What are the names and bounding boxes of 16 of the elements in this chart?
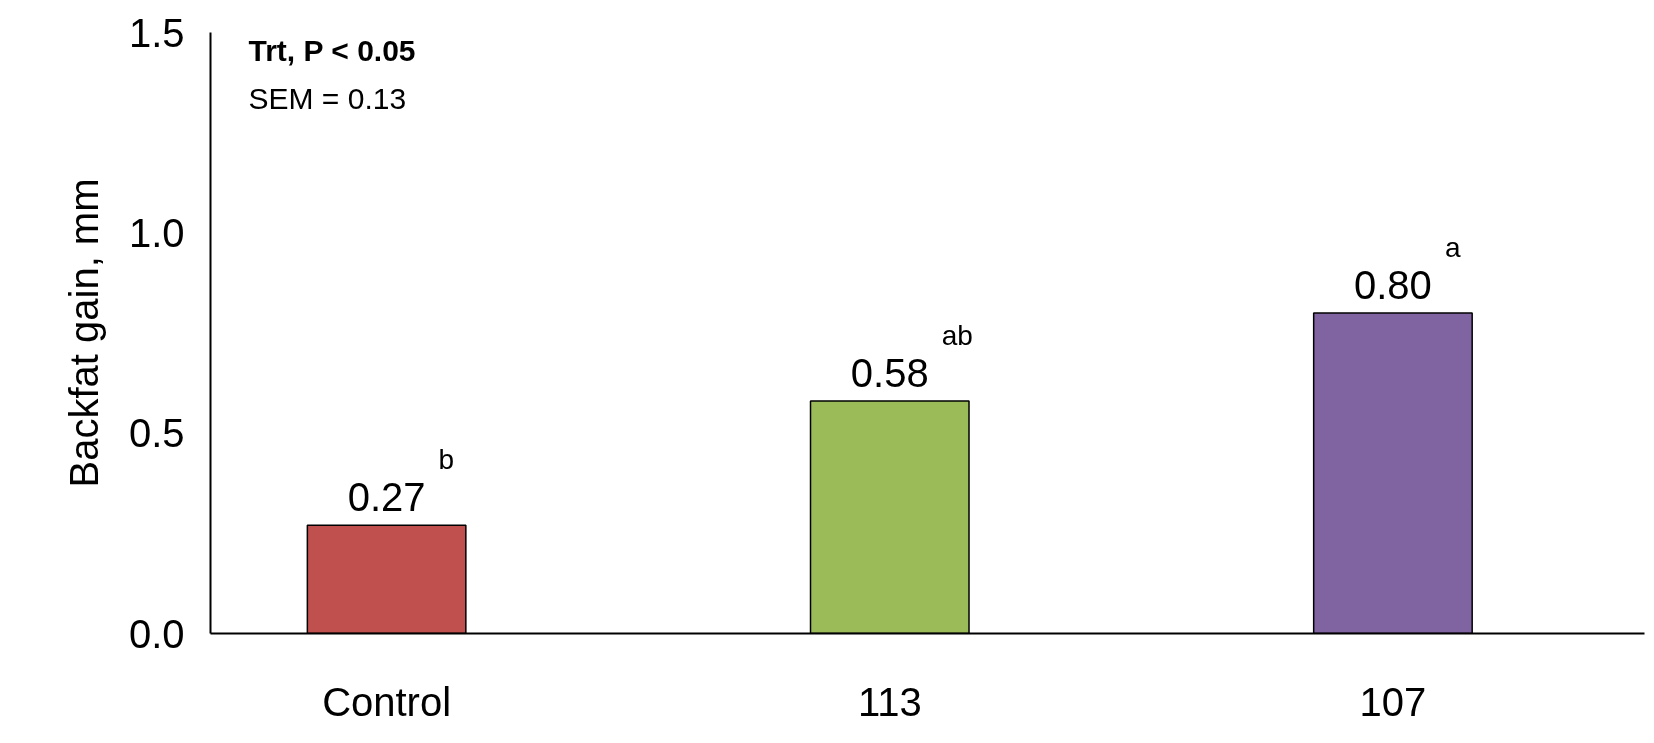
y-tick-label: 0.5 bbox=[128, 411, 185, 456]
x-tick-label: 113 bbox=[857, 679, 922, 724]
data-label: 0.80 bbox=[1354, 262, 1432, 307]
y-tick-label: 1.0 bbox=[128, 210, 185, 255]
data-label: 0.27 bbox=[347, 475, 426, 520]
y-tick-label: 0.0 bbox=[128, 611, 185, 656]
y-tick-label: 1.5 bbox=[128, 10, 185, 55]
y-axis-title: Backfat gain, mm bbox=[61, 178, 106, 488]
annotation: b bbox=[438, 444, 455, 476]
x-tick-label: Control bbox=[322, 679, 452, 724]
annotation: Trt, P < 0.05 bbox=[248, 33, 416, 67]
annotation: SEM = 0.13 bbox=[248, 81, 407, 115]
data-label: 0.58 bbox=[850, 351, 929, 396]
x-tick-label: 107 bbox=[1359, 679, 1427, 724]
annotation: ab bbox=[941, 320, 973, 352]
annotation: a bbox=[1444, 231, 1461, 263]
